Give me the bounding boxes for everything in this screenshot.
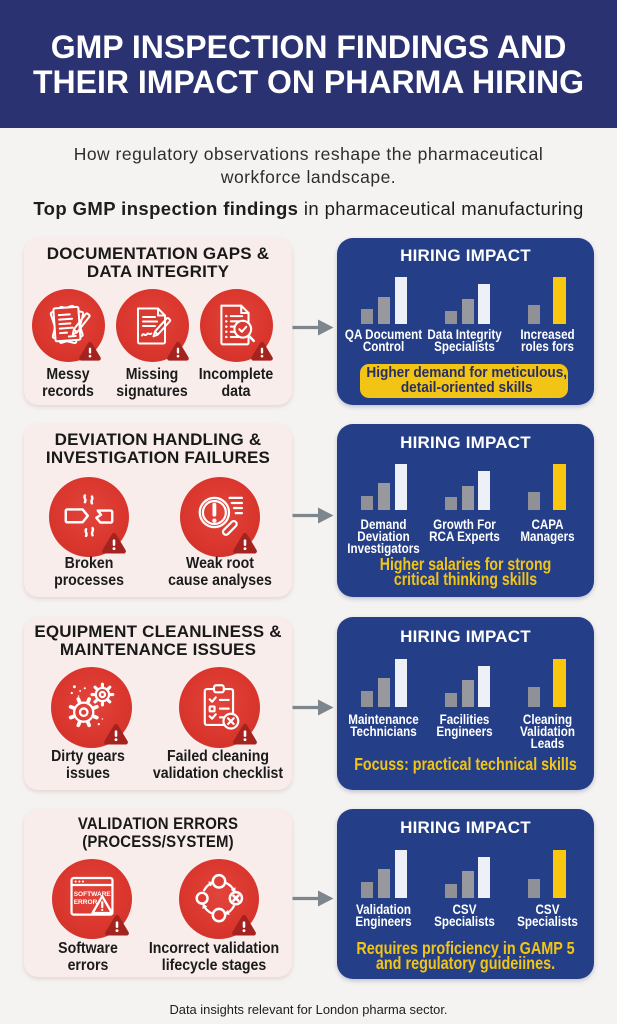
svg-text:SOFTWARE: SOFTWARE bbox=[73, 890, 111, 897]
svg-text:ERROR: ERROR bbox=[73, 898, 97, 905]
